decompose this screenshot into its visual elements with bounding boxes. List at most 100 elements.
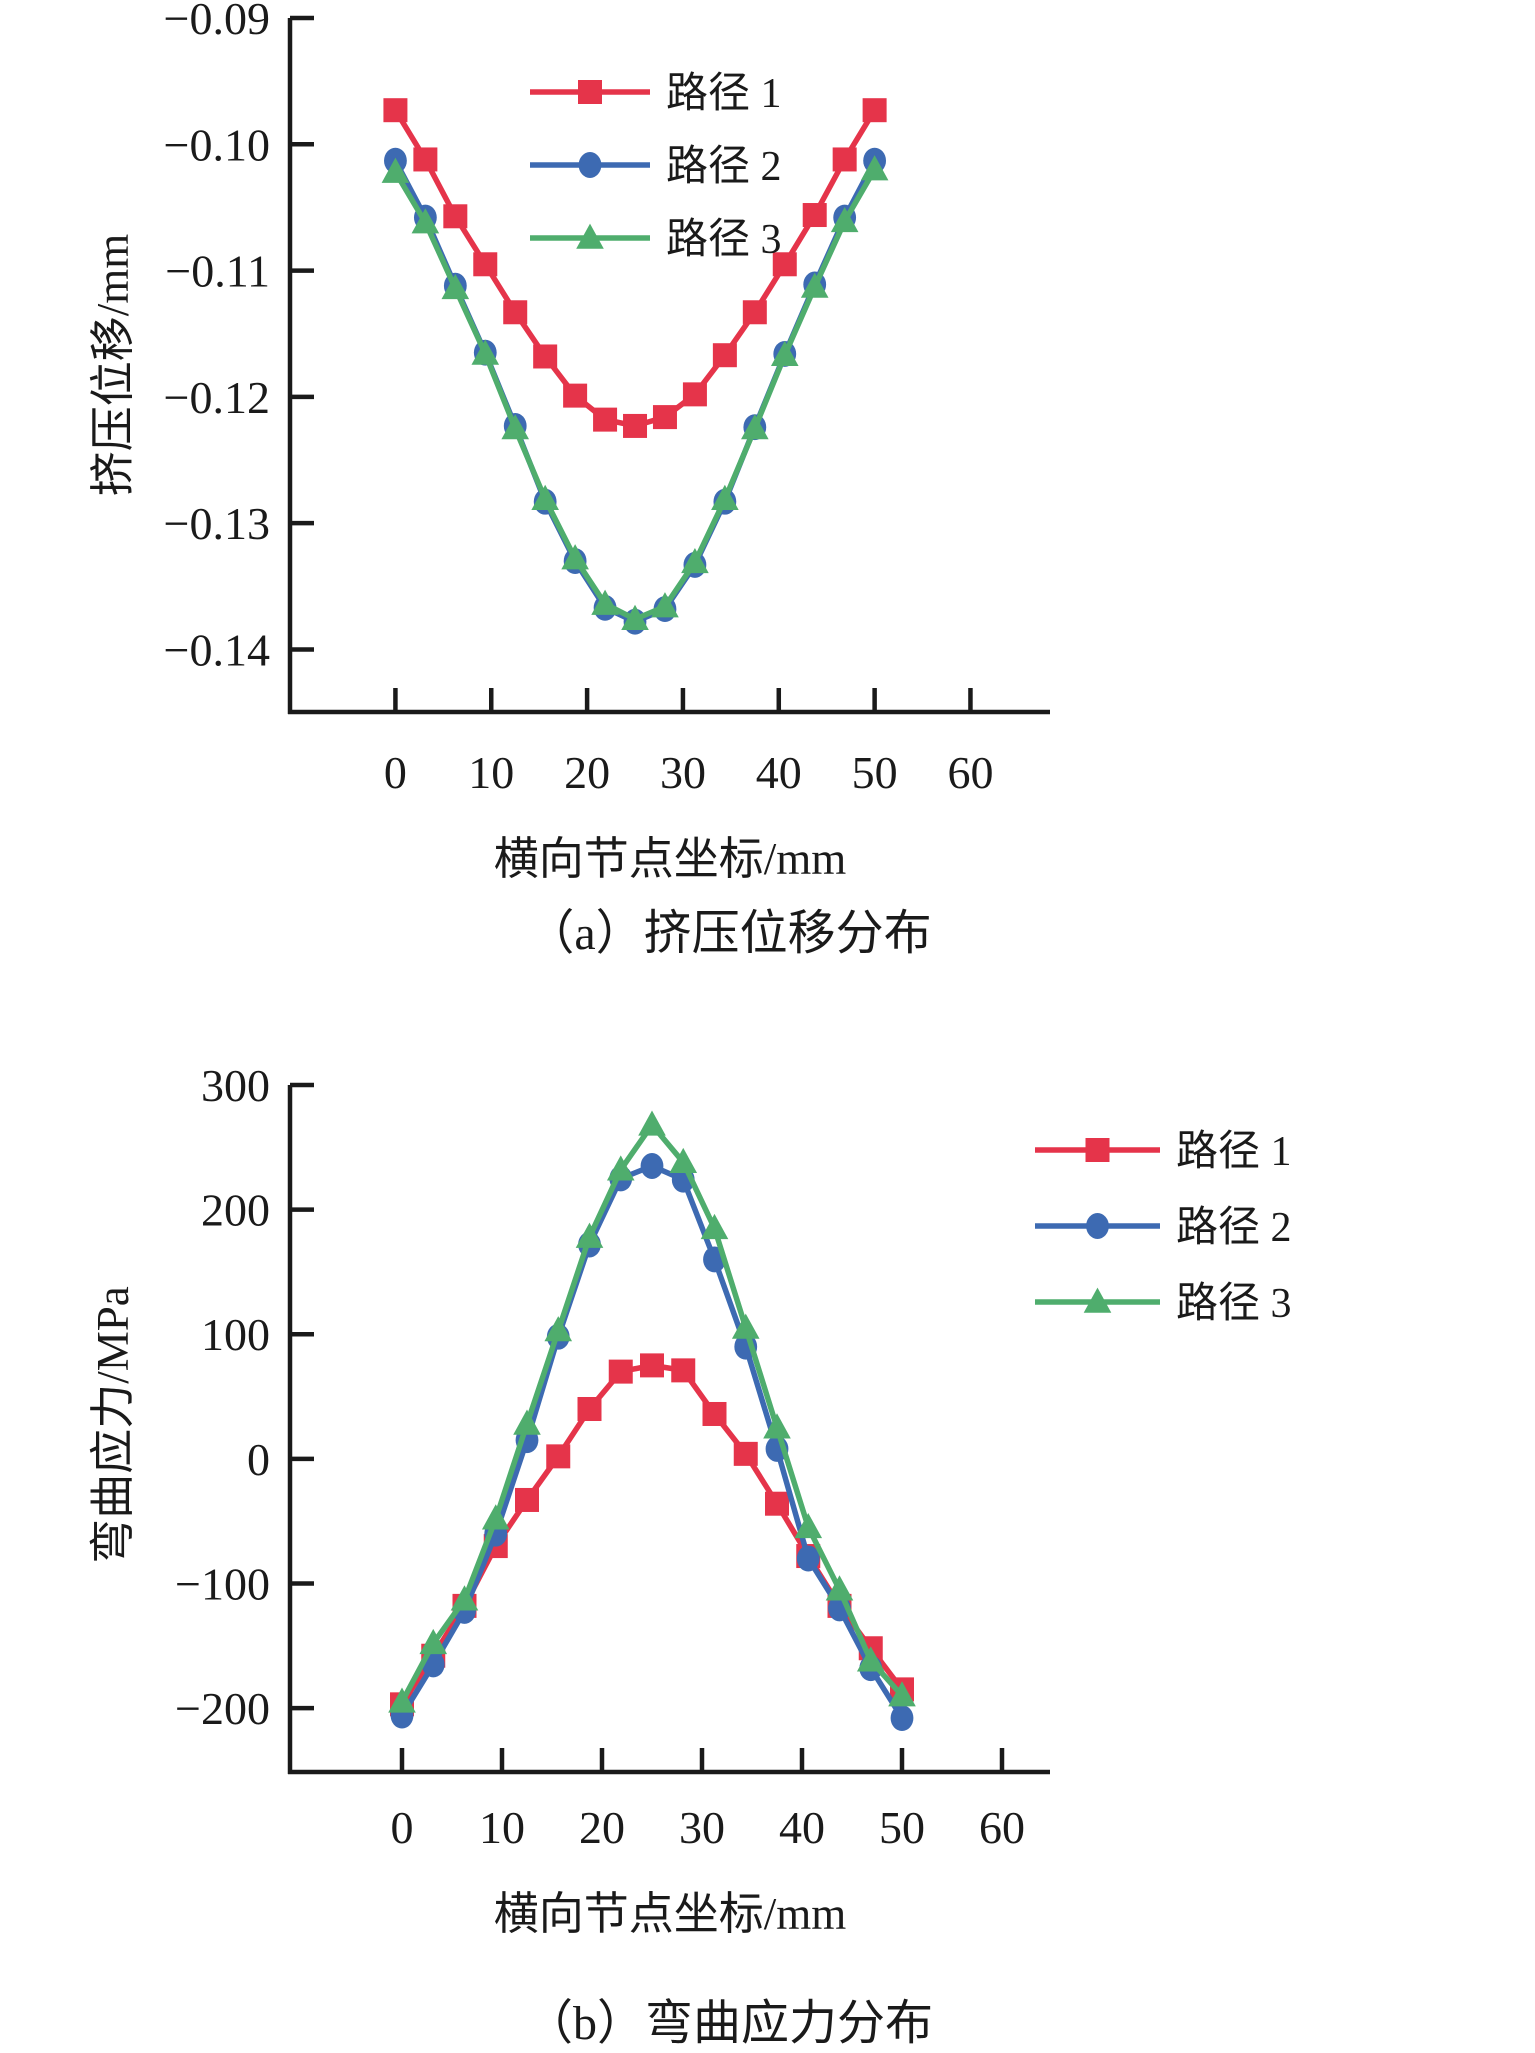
square-marker — [578, 80, 602, 104]
triangle-marker — [800, 272, 829, 298]
caption-a: （a）挤压位移分布 — [526, 907, 932, 960]
triangle-marker — [711, 484, 739, 510]
x-tick-label: 50 — [852, 747, 898, 798]
triangle-marker — [501, 414, 530, 440]
x-tick-label: 10 — [468, 747, 514, 798]
square-marker — [473, 252, 498, 277]
triangle-marker — [561, 544, 589, 570]
triangle-marker — [1083, 1287, 1112, 1313]
square-marker — [712, 343, 737, 368]
triangle-marker — [544, 1316, 573, 1342]
y-ticks: −0.09 −0.10 −0.11 −0.12 −0.13 −0.14 — [164, 0, 314, 675]
x-tick-label: 50 — [879, 1802, 925, 1853]
square-marker — [533, 344, 558, 369]
square-marker — [832, 147, 857, 172]
triangle-marker — [681, 547, 709, 574]
y-tick-label: −100 — [175, 1558, 270, 1609]
series-line — [399, 1163, 905, 1720]
chart-b-legend-item-2: 路径 2 — [1035, 1205, 1292, 1251]
legend-label: 路径 2 — [1176, 1205, 1292, 1251]
triangle-marker — [763, 1413, 791, 1439]
y-tick-label: −200 — [175, 1683, 270, 1734]
chart-a-legend-item-3: 路径 3 — [530, 217, 782, 263]
triangle-marker — [860, 155, 889, 181]
triangle-marker — [856, 1646, 885, 1672]
square-marker — [608, 1359, 633, 1384]
triangle-marker — [381, 157, 410, 183]
x-axis-label: 横向节点坐标/mm — [494, 1889, 847, 1939]
square-marker — [563, 383, 588, 408]
chart-b-series-3 — [388, 1110, 916, 1713]
x-tick-label: 60 — [979, 1802, 1025, 1853]
legend-label: 路径 3 — [1176, 1281, 1292, 1327]
y-tick-label: −0.09 — [164, 0, 270, 44]
square-marker — [671, 1358, 696, 1383]
square-marker — [765, 1491, 789, 1516]
x-tick-label: 20 — [579, 1802, 625, 1853]
chart-a-series-1 — [383, 98, 887, 438]
x-tick-label: 40 — [756, 747, 802, 798]
x-tick-label: 40 — [779, 1802, 825, 1853]
square-marker — [1085, 1138, 1110, 1162]
triangle-marker — [481, 1504, 510, 1530]
square-marker — [515, 1487, 539, 1512]
series-line — [399, 1362, 905, 1706]
triangle-marker — [741, 414, 769, 440]
triangle-marker — [576, 223, 604, 249]
y-tick-label: 300 — [201, 1060, 270, 1111]
extrusion-displacement-chart: 0 10 20 30 40 50 60−0.09−0.10−0.11−0.12−0.13−0… — [88, 0, 1050, 884]
square-marker — [503, 300, 528, 325]
y-tick-label: −0.13 — [164, 498, 270, 549]
circle-marker — [890, 1705, 914, 1732]
y-ticks: 300 200 100 0 −100 −200 — [175, 1060, 314, 1734]
x-tick-label: 30 — [660, 747, 706, 798]
x-tick-label: 20 — [564, 747, 610, 798]
triangle-marker — [825, 1575, 854, 1601]
caption-b: （b）弯曲应力分布 — [524, 1997, 933, 2050]
y-tick-label: 200 — [201, 1185, 270, 1236]
y-axis-label: 弯曲应力/MPa — [88, 1286, 138, 1564]
chart-b-legend-item-1: 路径 1 — [1035, 1129, 1292, 1175]
square-marker — [413, 147, 438, 172]
chart-a-series-3 — [381, 155, 889, 630]
x-tick-label: 30 — [679, 1802, 725, 1853]
x-ticks: 0 10 20 30 40 50 60 — [384, 688, 993, 798]
triangle-marker — [591, 589, 619, 615]
y-tick-label: −0.11 — [165, 246, 270, 297]
y-tick-label: −0.10 — [164, 119, 270, 170]
triangle-marker — [669, 1147, 698, 1174]
circle-marker — [796, 1545, 820, 1572]
y-tick-label: −0.12 — [164, 372, 270, 423]
legend-label: 路径 3 — [666, 217, 782, 263]
square-marker — [577, 1396, 602, 1421]
triangle-marker — [621, 604, 649, 630]
x-axis-label: 横向节点坐标/mm — [494, 834, 847, 884]
square-marker — [383, 98, 408, 123]
square-marker — [623, 413, 648, 438]
chart-b-series-1 — [390, 1353, 914, 1717]
triangle-marker — [388, 1687, 416, 1713]
x-tick-label: 60 — [947, 747, 993, 798]
circle-marker — [1086, 1213, 1109, 1239]
triangle-marker — [638, 1110, 666, 1136]
y-tick-label: 0 — [247, 1434, 270, 1485]
x-tick-label: 0 — [391, 1802, 414, 1853]
triangle-marker — [830, 206, 859, 233]
triangle-marker — [411, 208, 440, 234]
circle-marker — [640, 1153, 664, 1179]
chart-b-series-2 — [390, 1153, 914, 1732]
triangle-marker — [794, 1512, 823, 1539]
chart-a-legend-item-1: 路径 1 — [530, 71, 782, 117]
triangle-marker — [731, 1313, 760, 1339]
y-tick-label: 100 — [201, 1309, 270, 1360]
x-tick-label: 0 — [384, 747, 407, 798]
triangle-marker — [513, 1409, 541, 1435]
circle-marker — [578, 152, 602, 178]
triangle-marker — [441, 273, 470, 300]
y-axis-label: 挤压位移/mm — [88, 234, 138, 497]
square-marker — [682, 382, 707, 407]
triangle-marker — [770, 340, 799, 367]
square-marker — [640, 1353, 664, 1378]
x-tick-label: 10 — [479, 1802, 525, 1853]
triangle-marker — [606, 1155, 635, 1181]
